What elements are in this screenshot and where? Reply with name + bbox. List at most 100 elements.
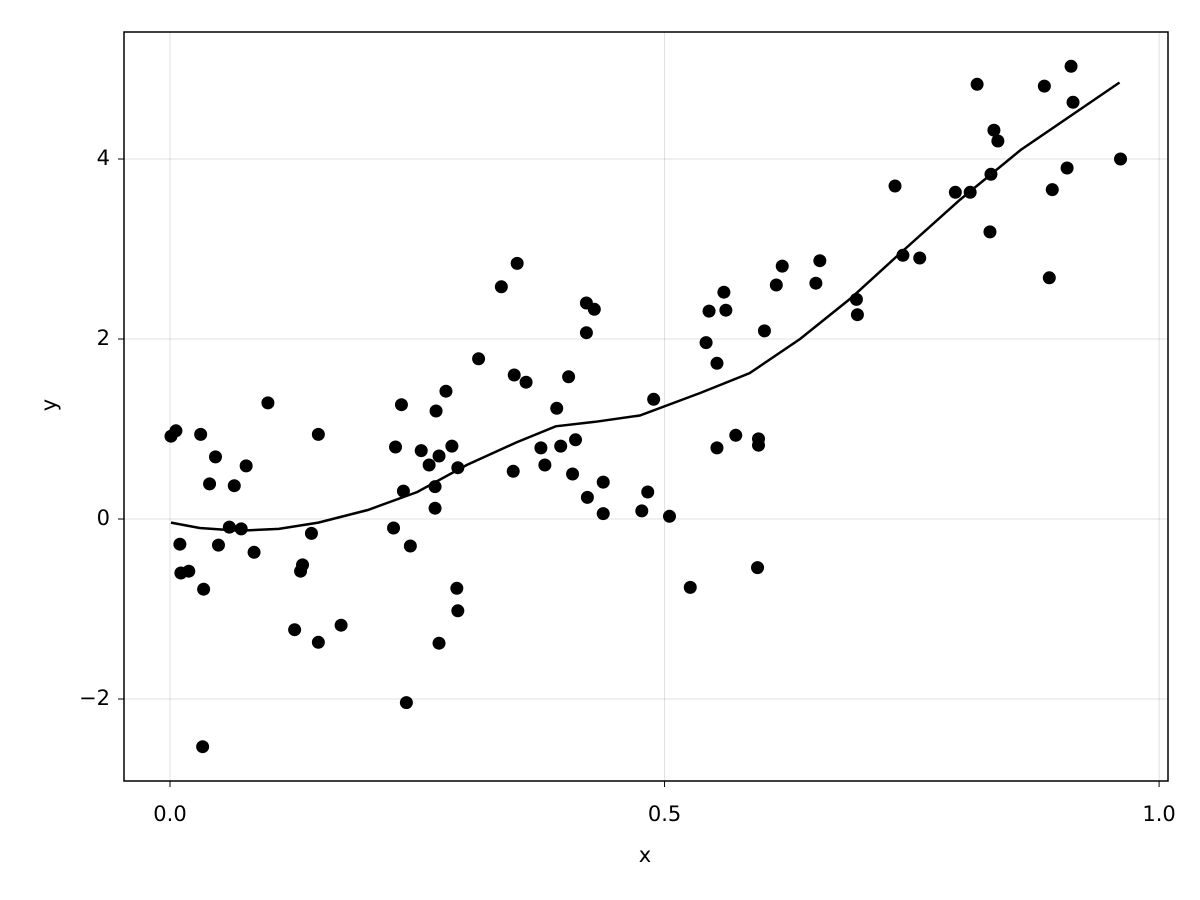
scatter-point xyxy=(494,280,508,294)
scatter-point xyxy=(387,521,401,535)
x-tick-label: 0.0 xyxy=(153,802,186,826)
scatter-point xyxy=(729,428,743,442)
scatter-point xyxy=(849,292,863,306)
scatter-point xyxy=(296,558,310,572)
scatter-point xyxy=(197,582,211,596)
scatter-point xyxy=(1060,161,1074,175)
scatter-point xyxy=(757,324,771,338)
scatter-point xyxy=(554,439,568,453)
scatter-point xyxy=(534,441,548,455)
scatter-point xyxy=(983,225,997,239)
scatter-point xyxy=(913,251,927,265)
scatter-point xyxy=(334,618,348,632)
scatter-point xyxy=(239,459,253,473)
scatter-point xyxy=(422,458,436,472)
scatter-point xyxy=(439,384,453,398)
scatter-point xyxy=(970,77,984,91)
scatter-point xyxy=(775,259,789,273)
scatter-point xyxy=(813,254,827,268)
scatter-point xyxy=(1114,152,1128,166)
scatter-point xyxy=(429,404,443,418)
scatter-point xyxy=(896,248,910,262)
scatter-point xyxy=(580,490,594,504)
y-tick-label: 2 xyxy=(97,326,110,350)
scatter-point xyxy=(752,438,766,452)
scatter-point xyxy=(208,450,222,464)
x-tick-label: 1.0 xyxy=(1142,802,1175,826)
scatter-point xyxy=(1042,271,1056,285)
scatter-point xyxy=(1064,59,1078,73)
scatter-point xyxy=(641,485,655,499)
scatter-point xyxy=(569,433,583,447)
scatter-point xyxy=(683,580,697,594)
y-tick-label: 4 xyxy=(97,146,110,170)
fit-line xyxy=(170,81,1121,532)
scatter-point xyxy=(196,740,210,754)
scatter-point xyxy=(635,504,649,518)
scatter-point xyxy=(519,375,533,389)
x-axis-label: x xyxy=(639,843,651,867)
scatter-point xyxy=(227,479,241,493)
scatter-point xyxy=(222,520,236,534)
scatter-point xyxy=(403,539,417,553)
scatter-point xyxy=(261,396,275,410)
scatter-point xyxy=(507,368,521,382)
scatter-point xyxy=(662,509,676,523)
scatter-point xyxy=(717,285,731,299)
scatter-point xyxy=(566,467,580,481)
scatter-point xyxy=(809,276,823,290)
scatter-point xyxy=(991,134,1005,148)
scatter-point xyxy=(445,439,459,453)
scatter-point xyxy=(562,370,576,384)
scatter-point xyxy=(596,475,610,489)
scatter-point xyxy=(451,604,465,618)
scatter-point xyxy=(414,444,428,458)
scatter-point xyxy=(399,696,413,710)
scatter-point xyxy=(888,179,902,193)
scatter-point xyxy=(710,356,724,370)
scatter-point xyxy=(394,398,408,412)
scatter-point xyxy=(432,636,446,650)
scatter-point xyxy=(596,507,610,521)
scatter-point xyxy=(579,326,593,340)
scatter-point xyxy=(587,302,601,316)
scatter-point xyxy=(311,635,325,649)
scatter-point xyxy=(211,538,225,552)
scatter-point xyxy=(432,449,446,463)
scatter-point xyxy=(311,427,325,441)
scatter-point xyxy=(751,561,765,575)
scatter-point xyxy=(304,526,318,540)
scatter-point xyxy=(389,440,403,454)
scatter-point xyxy=(1066,95,1080,109)
scatter-point xyxy=(169,424,183,438)
scatter-point xyxy=(203,477,217,491)
scatter-point xyxy=(194,427,208,441)
scatter-point xyxy=(948,185,962,199)
scatter-point xyxy=(428,501,442,515)
scatter-point xyxy=(182,564,196,578)
scatter-point xyxy=(247,545,261,559)
scatter-point xyxy=(769,278,783,292)
plot-frame xyxy=(123,31,1169,782)
scatter-point xyxy=(702,304,716,318)
scatter-point xyxy=(1045,183,1059,197)
y-tick-label: −2 xyxy=(79,686,110,710)
scatter-point xyxy=(288,623,302,637)
scatter-point xyxy=(699,336,713,350)
scatter-point xyxy=(987,123,1001,137)
scatter-point xyxy=(173,537,187,551)
scatter-point xyxy=(538,458,552,472)
scatter-point xyxy=(472,352,486,366)
y-tick-label: 0 xyxy=(97,506,110,530)
scatter-point xyxy=(506,464,520,478)
y-axis-label: y xyxy=(37,399,61,411)
scatter-point xyxy=(719,303,733,317)
scatter-point xyxy=(647,392,661,406)
scatter-point xyxy=(234,522,248,536)
scatter-point xyxy=(510,256,524,270)
scatter-point xyxy=(710,441,724,455)
scatter-point xyxy=(850,308,864,322)
scatter-point xyxy=(1037,79,1051,93)
scatter-point xyxy=(450,581,464,595)
